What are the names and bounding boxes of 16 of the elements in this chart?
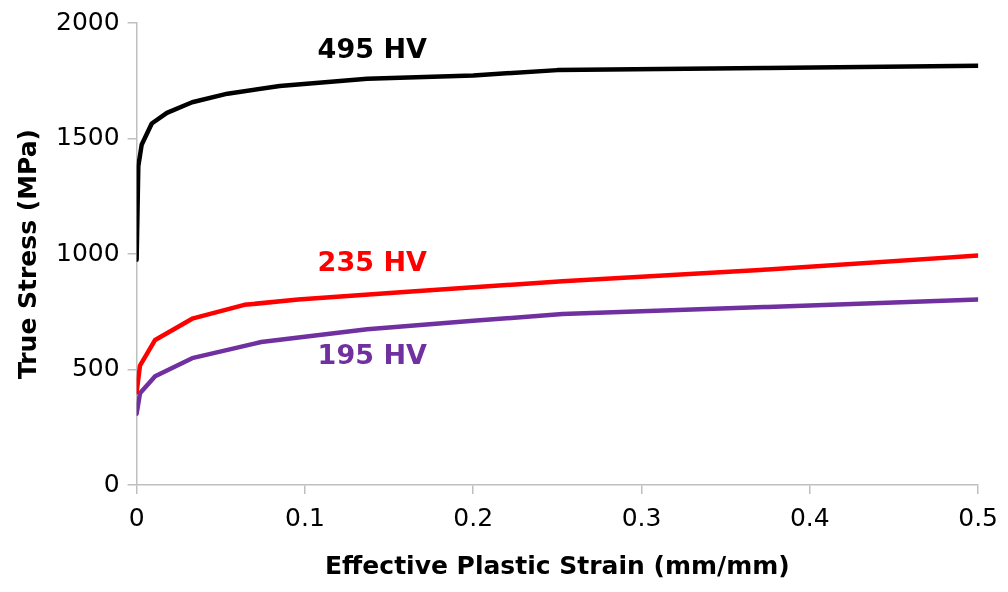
x-tick-label: 0.5: [958, 502, 998, 532]
y-tick-label: 1000: [56, 237, 120, 267]
x-tick-label: 0.3: [621, 502, 662, 532]
y-tick-label: 500: [71, 353, 120, 382]
series-label: 495 HV: [317, 33, 427, 65]
y-axis-title: True Stress (MPa): [12, 128, 42, 380]
x-tick-label: 0.1: [285, 502, 325, 532]
y-tick-label: 2000: [56, 6, 120, 36]
y-tick-label: 1500: [56, 122, 120, 151]
x-tick-label: 0: [128, 502, 145, 532]
series-label: 195 HV: [317, 338, 427, 370]
x-tick-label: 0.4: [789, 502, 830, 532]
y-tick-label: 0: [103, 468, 120, 498]
x-tick-label: 0.2: [453, 502, 494, 532]
x-axis-title: Effective Plastic Strain (mm/mm): [325, 550, 790, 580]
series-label: 235 HV: [317, 246, 427, 278]
